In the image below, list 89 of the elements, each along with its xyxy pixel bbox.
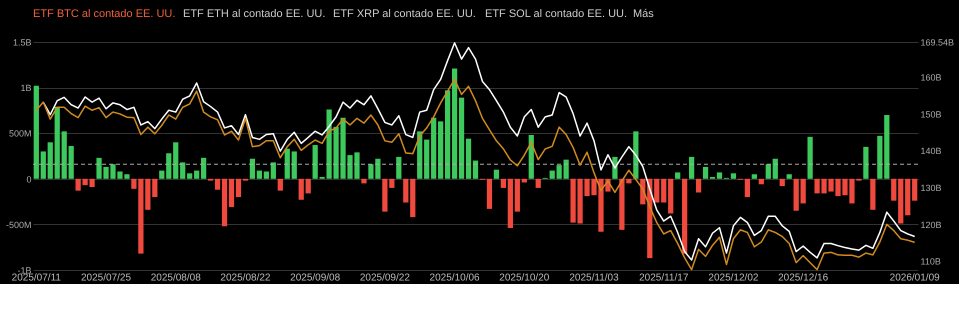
bar: [354, 152, 360, 179]
bar: [696, 178, 702, 192]
bar: [340, 118, 346, 179]
x-tick-label: 2026/01/09: [890, 272, 940, 284]
bar: [528, 135, 534, 179]
bar: [486, 178, 492, 209]
bar: [584, 178, 590, 196]
bar: [688, 156, 694, 179]
bar: [752, 174, 757, 179]
text: Más: [633, 8, 654, 20]
bar: [780, 178, 785, 186]
text: ETF BTC al contado EE. UU.: [33, 8, 176, 20]
line-series: [42, 42, 916, 261]
y2-tick-label: 110B: [920, 256, 941, 267]
text: ETF ETH al contado EE. UU.: [183, 8, 326, 20]
x-tick-label: 2025/11/17: [639, 272, 689, 284]
bar: [619, 178, 625, 230]
y-tick-label: -500M: [6, 220, 32, 230]
bar: [814, 178, 820, 194]
bar: [347, 155, 353, 179]
bar: [110, 164, 116, 179]
bar: [863, 146, 869, 179]
y-tick-label: 1B: [20, 83, 32, 94]
bar: [758, 178, 764, 184]
bar: [730, 173, 736, 179]
bar: [808, 136, 813, 179]
bar: [577, 178, 583, 224]
bar: [396, 156, 402, 179]
bar: [591, 178, 597, 196]
x-tick-label: 2025/12/16: [778, 272, 829, 284]
x-tick-label: 2025/07/25: [80, 272, 132, 284]
x-tick-label: 2025/08/22: [220, 272, 271, 284]
x-tick-label: 2025/10/06: [430, 272, 480, 284]
bar: [375, 158, 381, 179]
line-series: [36, 78, 916, 270]
x-tick-label: 2025/10/20: [499, 272, 550, 284]
y2-tick-label: 150B: [920, 109, 942, 120]
bar: [96, 158, 102, 179]
x-tick-label: 2025/12/02: [708, 272, 759, 284]
bar: [786, 174, 792, 179]
y-tick-label: 0: [26, 174, 32, 184]
bar: [570, 178, 576, 223]
bar: [228, 178, 234, 208]
bar: [214, 178, 220, 190]
y2-tick-label: 160B: [920, 72, 942, 83]
bar: [821, 178, 827, 194]
text: ETF XRP al contado EE. UU.: [333, 8, 476, 20]
bar: [626, 178, 632, 184]
bar: [458, 98, 464, 179]
y2-tick-label: 169.54B: [920, 38, 954, 48]
bar: [131, 178, 137, 189]
bar: [466, 138, 472, 179]
text: ETF SOL al contado EE. UU.: [485, 8, 628, 20]
bar: [452, 68, 458, 179]
bar: [842, 178, 848, 196]
bar: [117, 172, 123, 179]
bar: [361, 178, 367, 184]
bar: [675, 172, 680, 179]
bar: [222, 178, 228, 226]
y-tick-label: 1.5B: [12, 38, 32, 48]
x-tick-label: 2025/09/22: [360, 272, 410, 284]
bar: [870, 178, 876, 210]
bar: [702, 166, 708, 179]
bar: [828, 178, 834, 192]
bar: [744, 178, 750, 198]
bar: [333, 126, 339, 179]
bar: [536, 178, 541, 188]
bar: [494, 170, 500, 179]
x-tick-label: 2025/09/08: [290, 272, 341, 284]
bar: [682, 178, 688, 254]
bar: [633, 131, 638, 179]
bar: [278, 178, 283, 191]
bar: [716, 172, 722, 179]
bar: [835, 178, 841, 196]
bar: [124, 174, 130, 179]
bar: [368, 164, 374, 179]
x-tick-label: 2025/08/08: [150, 272, 202, 284]
bar: [103, 166, 109, 179]
y2-tick-label: 130B: [920, 183, 942, 194]
x-tick-label: 2025/07/11: [12, 272, 62, 284]
y2-tick-label: 140B: [920, 146, 942, 156]
x-tick-label: 2025/11/03: [569, 272, 620, 284]
bar: [472, 160, 478, 179]
y2-tick-label: 120B: [920, 220, 942, 230]
bar: [250, 158, 256, 179]
bar: [236, 178, 242, 198]
y-tick-label: 500M: [8, 128, 32, 139]
bar: [849, 178, 855, 204]
bar: [89, 178, 95, 188]
